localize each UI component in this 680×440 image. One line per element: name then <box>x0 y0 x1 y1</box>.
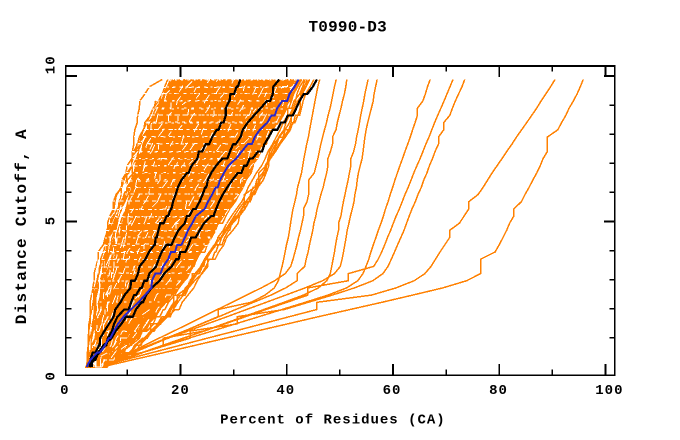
svg-text:80: 80 <box>489 383 508 399</box>
svg-text:100: 100 <box>595 383 623 399</box>
svg-text:20: 20 <box>171 383 190 399</box>
svg-text:Percent of Residues (CA): Percent of Residues (CA) <box>220 413 446 429</box>
svg-text:T0990-D3: T0990-D3 <box>308 19 386 37</box>
svg-text:10: 10 <box>44 55 60 74</box>
svg-text:Distance Cutoff, A: Distance Cutoff, A <box>13 128 31 324</box>
svg-text:60: 60 <box>383 383 402 399</box>
svg-text:5: 5 <box>44 216 60 225</box>
svg-text:0: 0 <box>60 383 69 399</box>
svg-text:0: 0 <box>44 371 60 380</box>
svg-text:40: 40 <box>276 383 295 399</box>
